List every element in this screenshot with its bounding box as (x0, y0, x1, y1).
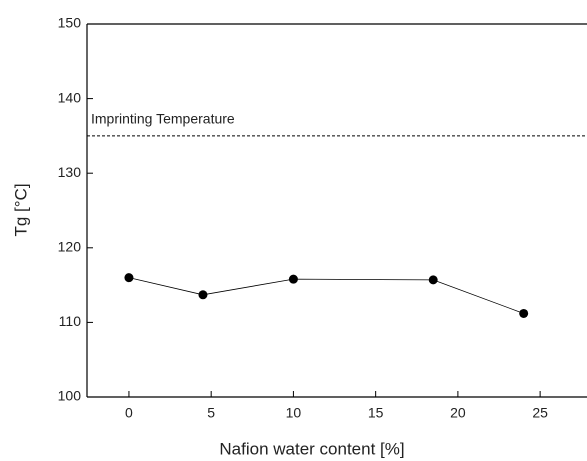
y-tick-label: 110 (59, 313, 82, 329)
x-tick-label: 10 (286, 405, 302, 421)
reference-label: Imprinting Temperature (91, 111, 235, 127)
data-point (288, 274, 298, 284)
x-axis-title: Nafion water content [%] (219, 439, 404, 458)
data-point (124, 273, 134, 283)
data-point (428, 275, 438, 285)
x-tick-label: 5 (207, 405, 215, 421)
y-tick-label: 150 (58, 15, 82, 31)
y-tick-label: 130 (58, 164, 82, 180)
y-tick-label: 140 (58, 89, 82, 105)
y-tick-label: 120 (58, 239, 82, 255)
data-point (519, 308, 529, 318)
data-point (198, 290, 208, 300)
x-tick-label: 20 (450, 405, 466, 421)
x-tick-label: 15 (368, 405, 384, 421)
y-axis-title: Tg [°C] (11, 183, 30, 236)
y-tick-label: 100 (58, 388, 82, 404)
data-line (128, 277, 524, 314)
x-tick-label: 0 (125, 405, 133, 421)
x-tick-label: 25 (532, 405, 548, 421)
